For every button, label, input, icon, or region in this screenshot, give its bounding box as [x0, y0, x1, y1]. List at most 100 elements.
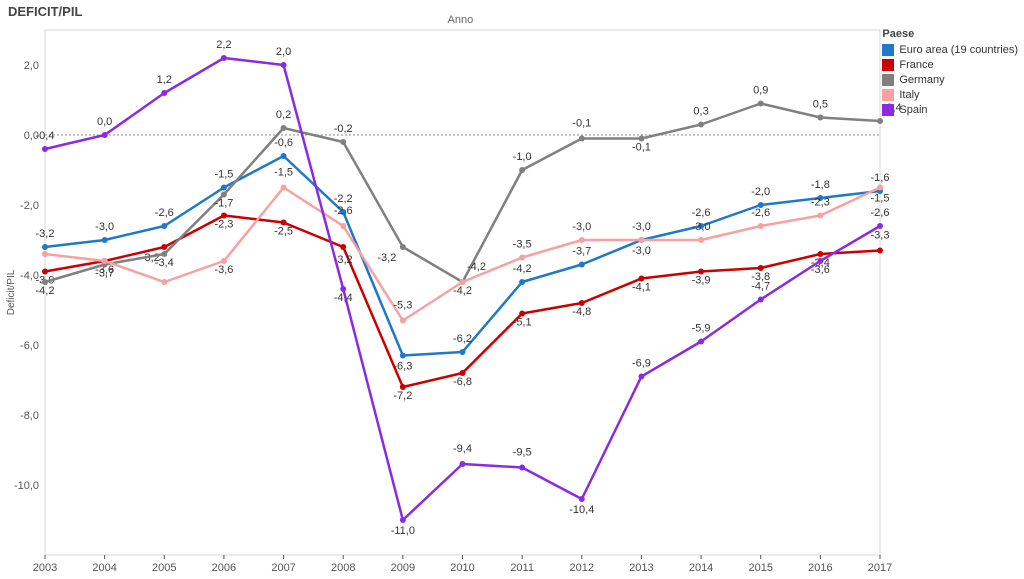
data-point [400, 517, 406, 523]
data-point [340, 139, 346, 145]
data-label: 0,5 [813, 99, 828, 111]
data-label: -3,6 [811, 264, 830, 276]
data-label: -3,4 [155, 257, 174, 269]
series-line [45, 216, 880, 388]
data-label: -1,0 [513, 151, 532, 163]
data-point [281, 125, 287, 131]
data-label: -4,2 [467, 261, 486, 273]
data-label: -10,4 [569, 504, 594, 516]
data-point [638, 237, 644, 243]
data-label: 1,2 [157, 74, 172, 86]
data-label: -2,3 [214, 219, 233, 231]
data-point [519, 279, 525, 285]
svg-text:2016: 2016 [808, 562, 832, 574]
data-label: -3,6 [214, 264, 233, 276]
data-label: -7,2 [393, 390, 412, 402]
chart-title: DEFICIT/PIL [8, 4, 82, 19]
svg-text:2007: 2007 [271, 562, 295, 574]
legend-title: Paese [882, 28, 1018, 40]
svg-text:2011: 2011 [510, 562, 534, 574]
data-label: -0,2 [334, 123, 353, 135]
data-label: -3,0 [632, 245, 651, 257]
data-label: -1,8 [811, 179, 830, 191]
data-label: 2,0 [276, 46, 291, 58]
data-label: -5,9 [692, 323, 711, 335]
data-label: -2,6 [334, 205, 353, 217]
legend-label: Spain [899, 104, 927, 116]
data-label: -3,0 [95, 221, 114, 233]
svg-text:-8,0: -8,0 [20, 410, 39, 422]
svg-text:-6,0: -6,0 [20, 340, 39, 352]
data-label: -6,8 [453, 376, 472, 388]
data-label: -0,6 [274, 137, 293, 149]
data-label: -4,2 [36, 285, 55, 297]
data-label: -0,1 [632, 142, 651, 154]
data-point [42, 244, 48, 250]
data-point [579, 496, 585, 502]
data-point [817, 115, 823, 121]
data-label: -1,5 [274, 167, 293, 179]
legend-label: Germany [899, 74, 944, 86]
data-label: -3,0 [632, 221, 651, 233]
data-label: -1,6 [871, 172, 890, 184]
svg-text:2013: 2013 [629, 562, 653, 574]
data-label: -2,2 [334, 193, 353, 205]
svg-text:2017: 2017 [868, 562, 892, 574]
data-label: -5,1 [513, 317, 532, 329]
data-label: 2,2 [216, 39, 231, 51]
data-label: 0,2 [276, 109, 291, 121]
data-point [460, 461, 466, 467]
data-label: -2,5 [274, 226, 293, 238]
legend: Paese Euro area (19 countries) France Germ… [882, 28, 1018, 119]
svg-text:2010: 2010 [450, 562, 474, 574]
data-point [221, 55, 227, 61]
data-point [519, 167, 525, 173]
data-point [281, 185, 287, 191]
data-label: -3,2 [36, 228, 55, 240]
data-label: -4,4 [334, 292, 353, 304]
data-label: -3,9 [692, 275, 711, 287]
data-label: -1,5 [214, 169, 233, 181]
data-label: -0,4 [36, 130, 55, 142]
data-point [221, 185, 227, 191]
svg-text:2006: 2006 [212, 562, 236, 574]
data-point [579, 136, 585, 142]
data-point [579, 262, 585, 268]
data-label: -2,6 [155, 207, 174, 219]
svg-text:2012: 2012 [570, 562, 594, 574]
data-label: -4,2 [513, 263, 532, 275]
legend-swatch [882, 104, 894, 116]
data-point [400, 318, 406, 324]
data-label: -3,2 [377, 252, 396, 264]
data-point [42, 146, 48, 152]
data-point [877, 185, 883, 191]
legend-label: France [899, 59, 933, 71]
legend-swatch [882, 59, 894, 71]
svg-text:2003: 2003 [33, 562, 57, 574]
svg-text:2014: 2014 [689, 562, 713, 574]
legend-item: Spain [882, 104, 1018, 116]
data-point [638, 374, 644, 380]
svg-text:2004: 2004 [92, 562, 116, 574]
data-point [281, 153, 287, 159]
data-point [400, 244, 406, 250]
data-label: -2,6 [751, 207, 770, 219]
data-point [42, 251, 48, 257]
data-point [758, 101, 764, 107]
data-label: -2,6 [871, 207, 890, 219]
legend-swatch [882, 74, 894, 86]
data-label: -2,0 [751, 186, 770, 198]
data-point [698, 237, 704, 243]
legend-item: Euro area (19 countries) [882, 44, 1018, 56]
legend-item: Italy [882, 89, 1018, 101]
svg-text:2008: 2008 [331, 562, 355, 574]
data-point [460, 279, 466, 285]
data-label: -4,1 [632, 282, 651, 294]
data-label: -5,3 [393, 300, 412, 312]
data-point [519, 255, 525, 261]
data-label: 0,3 [693, 106, 708, 118]
data-point [161, 223, 167, 229]
data-point [161, 244, 167, 250]
x-axis-title: Anno [448, 14, 474, 26]
legend-item: France [882, 59, 1018, 71]
